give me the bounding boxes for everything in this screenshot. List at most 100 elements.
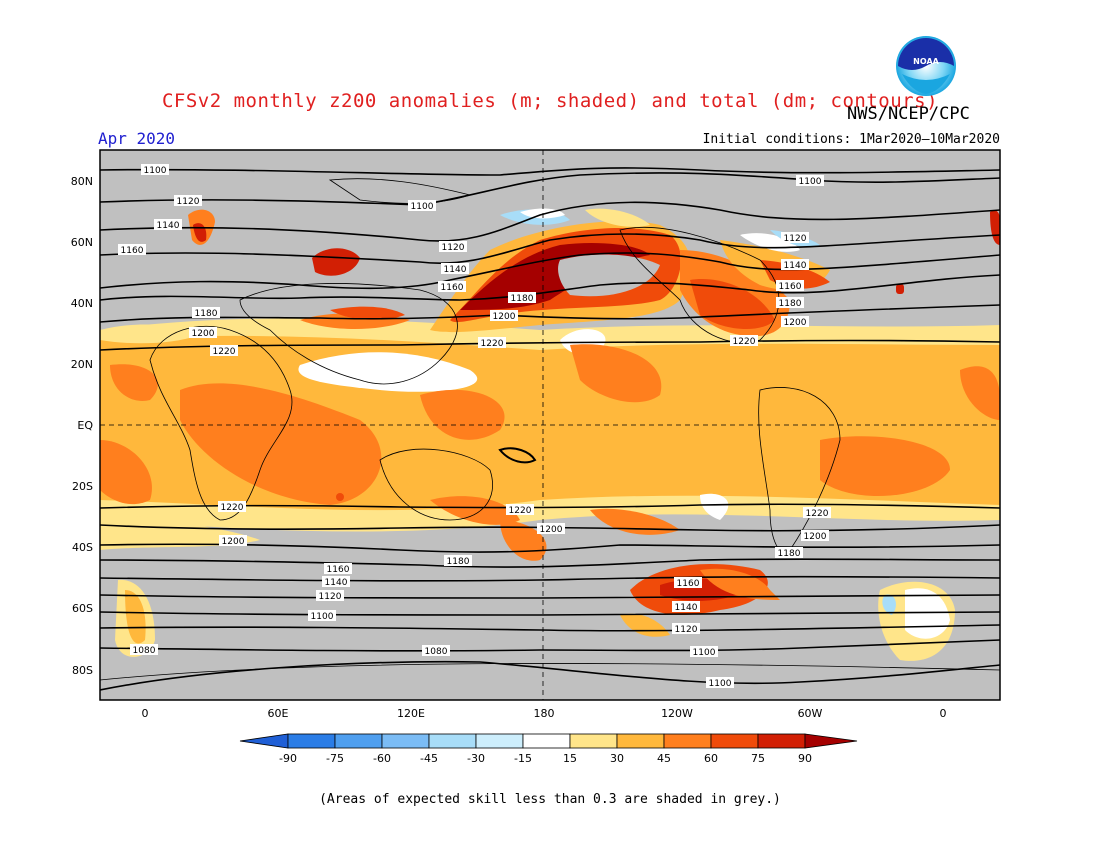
contour-label-bg: [441, 263, 469, 274]
contour-label: 1160: [677, 579, 700, 589]
contour-label: 1220: [509, 506, 532, 516]
contour-label-bg: [775, 547, 803, 558]
colorbar-tick-label: 15: [563, 752, 577, 765]
contour-label: 1140: [444, 265, 467, 275]
colorbar-swatch: [663, 733, 712, 749]
contour-label-bg: [506, 504, 534, 515]
latitude-labels: 80N 60N 40N 20N EQ 20S 40S 60S 80S: [71, 175, 94, 677]
contour-label-bg: [408, 200, 436, 211]
contour-label: 1180: [778, 549, 801, 559]
colorbar-tick-label: 30: [610, 752, 624, 765]
contour-label-bg: [478, 337, 506, 348]
contour-label-bg: [189, 327, 217, 338]
contour-label: 1100: [709, 679, 732, 689]
contour-label-bg: [210, 345, 238, 356]
contour-label: 1140: [325, 578, 348, 588]
colorbar-tick-label: 90: [798, 752, 812, 765]
contour-label: 1180: [447, 557, 470, 567]
contour-label: 1100: [799, 177, 822, 187]
contour-label: 1080: [425, 647, 448, 657]
contour-label-bg: [439, 241, 467, 252]
contour-label-bg: [801, 530, 829, 541]
contour-label-bg: [537, 523, 565, 534]
contour-label: 1120: [784, 234, 807, 244]
contour-label-bg: [316, 590, 344, 601]
contour-label-bg: [422, 645, 450, 656]
colorbar-tick-label: -15: [514, 752, 532, 765]
contour-label-bg: [324, 563, 352, 574]
contour-label-bg: [322, 576, 350, 587]
contour-label-bg: [219, 535, 247, 546]
contour-label: 1120: [319, 592, 342, 602]
contour-label: 1160: [121, 246, 144, 256]
contour-label: 1100: [411, 202, 434, 212]
contour-label-bg: [674, 577, 702, 588]
lon-label: 120W: [661, 707, 693, 720]
contour-label-bg: [130, 644, 158, 655]
contour-label: 1140: [157, 221, 180, 231]
lat-label: 60S: [72, 602, 93, 615]
contour-label-bg: [508, 292, 536, 303]
contour-label: 1100: [311, 612, 334, 622]
noaa-logo: NOAA: [896, 36, 956, 96]
contour-label-bg: [796, 175, 824, 186]
contour-label-bg: [438, 281, 466, 292]
lon-label: 120E: [397, 707, 425, 720]
contour-label-bg: [672, 623, 700, 634]
forecast-month: Apr 2020: [98, 129, 176, 148]
contour-label: 1140: [675, 603, 698, 613]
contour-label-bg: [444, 555, 472, 566]
colorbar-swatch: [616, 733, 665, 749]
colorbar-arrow-high: [804, 733, 858, 749]
colorbar-swatch: [757, 733, 806, 749]
lon-label: 0: [940, 707, 947, 720]
contour-label: 1120: [177, 197, 200, 207]
contour-label-bg: [154, 219, 182, 230]
contour-label-bg: [781, 232, 809, 243]
colorbar-tick-label: -60: [373, 752, 391, 765]
contour-label-bg: [776, 280, 804, 291]
lon-label: 0: [142, 707, 149, 720]
colorbar: -90 -75 -60 -45 -30 -15 15 30 45 60 75 90: [239, 733, 858, 765]
colorbar-swatch: [287, 733, 336, 749]
lat-label: 40S: [72, 541, 93, 554]
contour-label-bg: [803, 507, 831, 518]
map-frame: [99, 149, 1001, 701]
colorbar-tick-label: -75: [326, 752, 344, 765]
contour-label: 1100: [144, 166, 167, 176]
contour-label: 1180: [511, 294, 534, 304]
contour-label: 1200: [493, 312, 516, 322]
noaa-logo-text: NOAA: [913, 57, 939, 66]
colorbar-arrow-low: [239, 733, 289, 749]
contour-label-bg: [781, 259, 809, 270]
contour-label: 1160: [441, 283, 464, 293]
contour-label-bg: [781, 316, 809, 327]
colorbar-tick-label: -90: [279, 752, 297, 765]
contour-label: 1200: [192, 329, 215, 339]
contour-label: 1220: [221, 503, 244, 513]
contour-label: 1140: [784, 261, 807, 271]
colorbar-tick-label: -30: [467, 752, 485, 765]
contour-label: 1220: [481, 339, 504, 349]
lat-label: 60N: [71, 236, 93, 249]
colorbar-swatch: [522, 733, 571, 749]
colorbar-swatch: [710, 733, 759, 749]
lon-label: 180: [534, 707, 555, 720]
contour-label-bg: [174, 195, 202, 206]
contour-label-bg: [690, 646, 718, 657]
lat-label: 80N: [71, 175, 93, 188]
contour-label: 1120: [675, 625, 698, 635]
colorbar-swatch: [428, 733, 477, 749]
contour-label-bg: [490, 310, 518, 321]
contour-label-bg: [730, 335, 758, 346]
contour-label: 1080: [133, 646, 156, 656]
contour-label: 1220: [213, 347, 236, 357]
contour-label-bg: [218, 501, 246, 512]
colorbar-swatch: [334, 733, 383, 749]
lat-label: 20S: [72, 480, 93, 493]
colorbar-swatch: [569, 733, 618, 749]
contour-label: 1180: [779, 299, 802, 309]
contour-label: 1200: [540, 525, 563, 535]
colorbar-tick-label: 45: [657, 752, 671, 765]
